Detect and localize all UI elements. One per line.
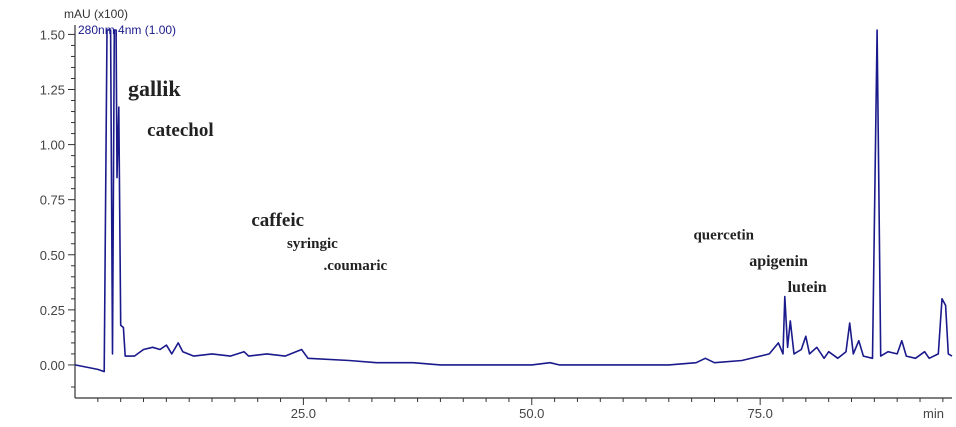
y-tick-label: 0.00 (40, 358, 65, 373)
peak-label: catechol (147, 120, 213, 141)
legend-text: 280nm,4nm (1.00) (78, 23, 176, 37)
peak-label: apigenin (749, 253, 808, 270)
y-tick-label: 1.00 (40, 138, 65, 153)
x-tick-label: 50.0 (519, 406, 544, 421)
series-group (74, 29, 953, 373)
peak-annotations: gallik catechol caffeic syringic .coumaric qu… (128, 76, 827, 296)
y-tick-label: 1.25 (40, 82, 65, 97)
y-tick-label: 1.50 (40, 27, 65, 42)
peak-label: .coumaric (323, 258, 387, 274)
y-unit-label: mAU (x100) (64, 7, 128, 21)
peak-label: lutein (788, 279, 827, 296)
peak-label: syringic (287, 236, 338, 252)
peak-label: quercetin (693, 227, 754, 243)
x-tick-label: 25.0 (291, 406, 316, 421)
peak-label: gallik (128, 76, 181, 101)
y-tick-label: 0.50 (40, 248, 65, 263)
y-tick-label: 0.75 (40, 193, 65, 208)
x-tick-label: 75.0 (748, 406, 773, 421)
chromatogram-trace (74, 29, 953, 373)
x-unit-label: min (923, 406, 944, 421)
y-tick-label: 0.25 (40, 303, 65, 318)
axes: 0.00 0.25 0.50 0.75 1.00 1.25 1.50 25.0 50.0 75.0 (40, 25, 952, 421)
peak-label: caffeic (251, 210, 304, 231)
